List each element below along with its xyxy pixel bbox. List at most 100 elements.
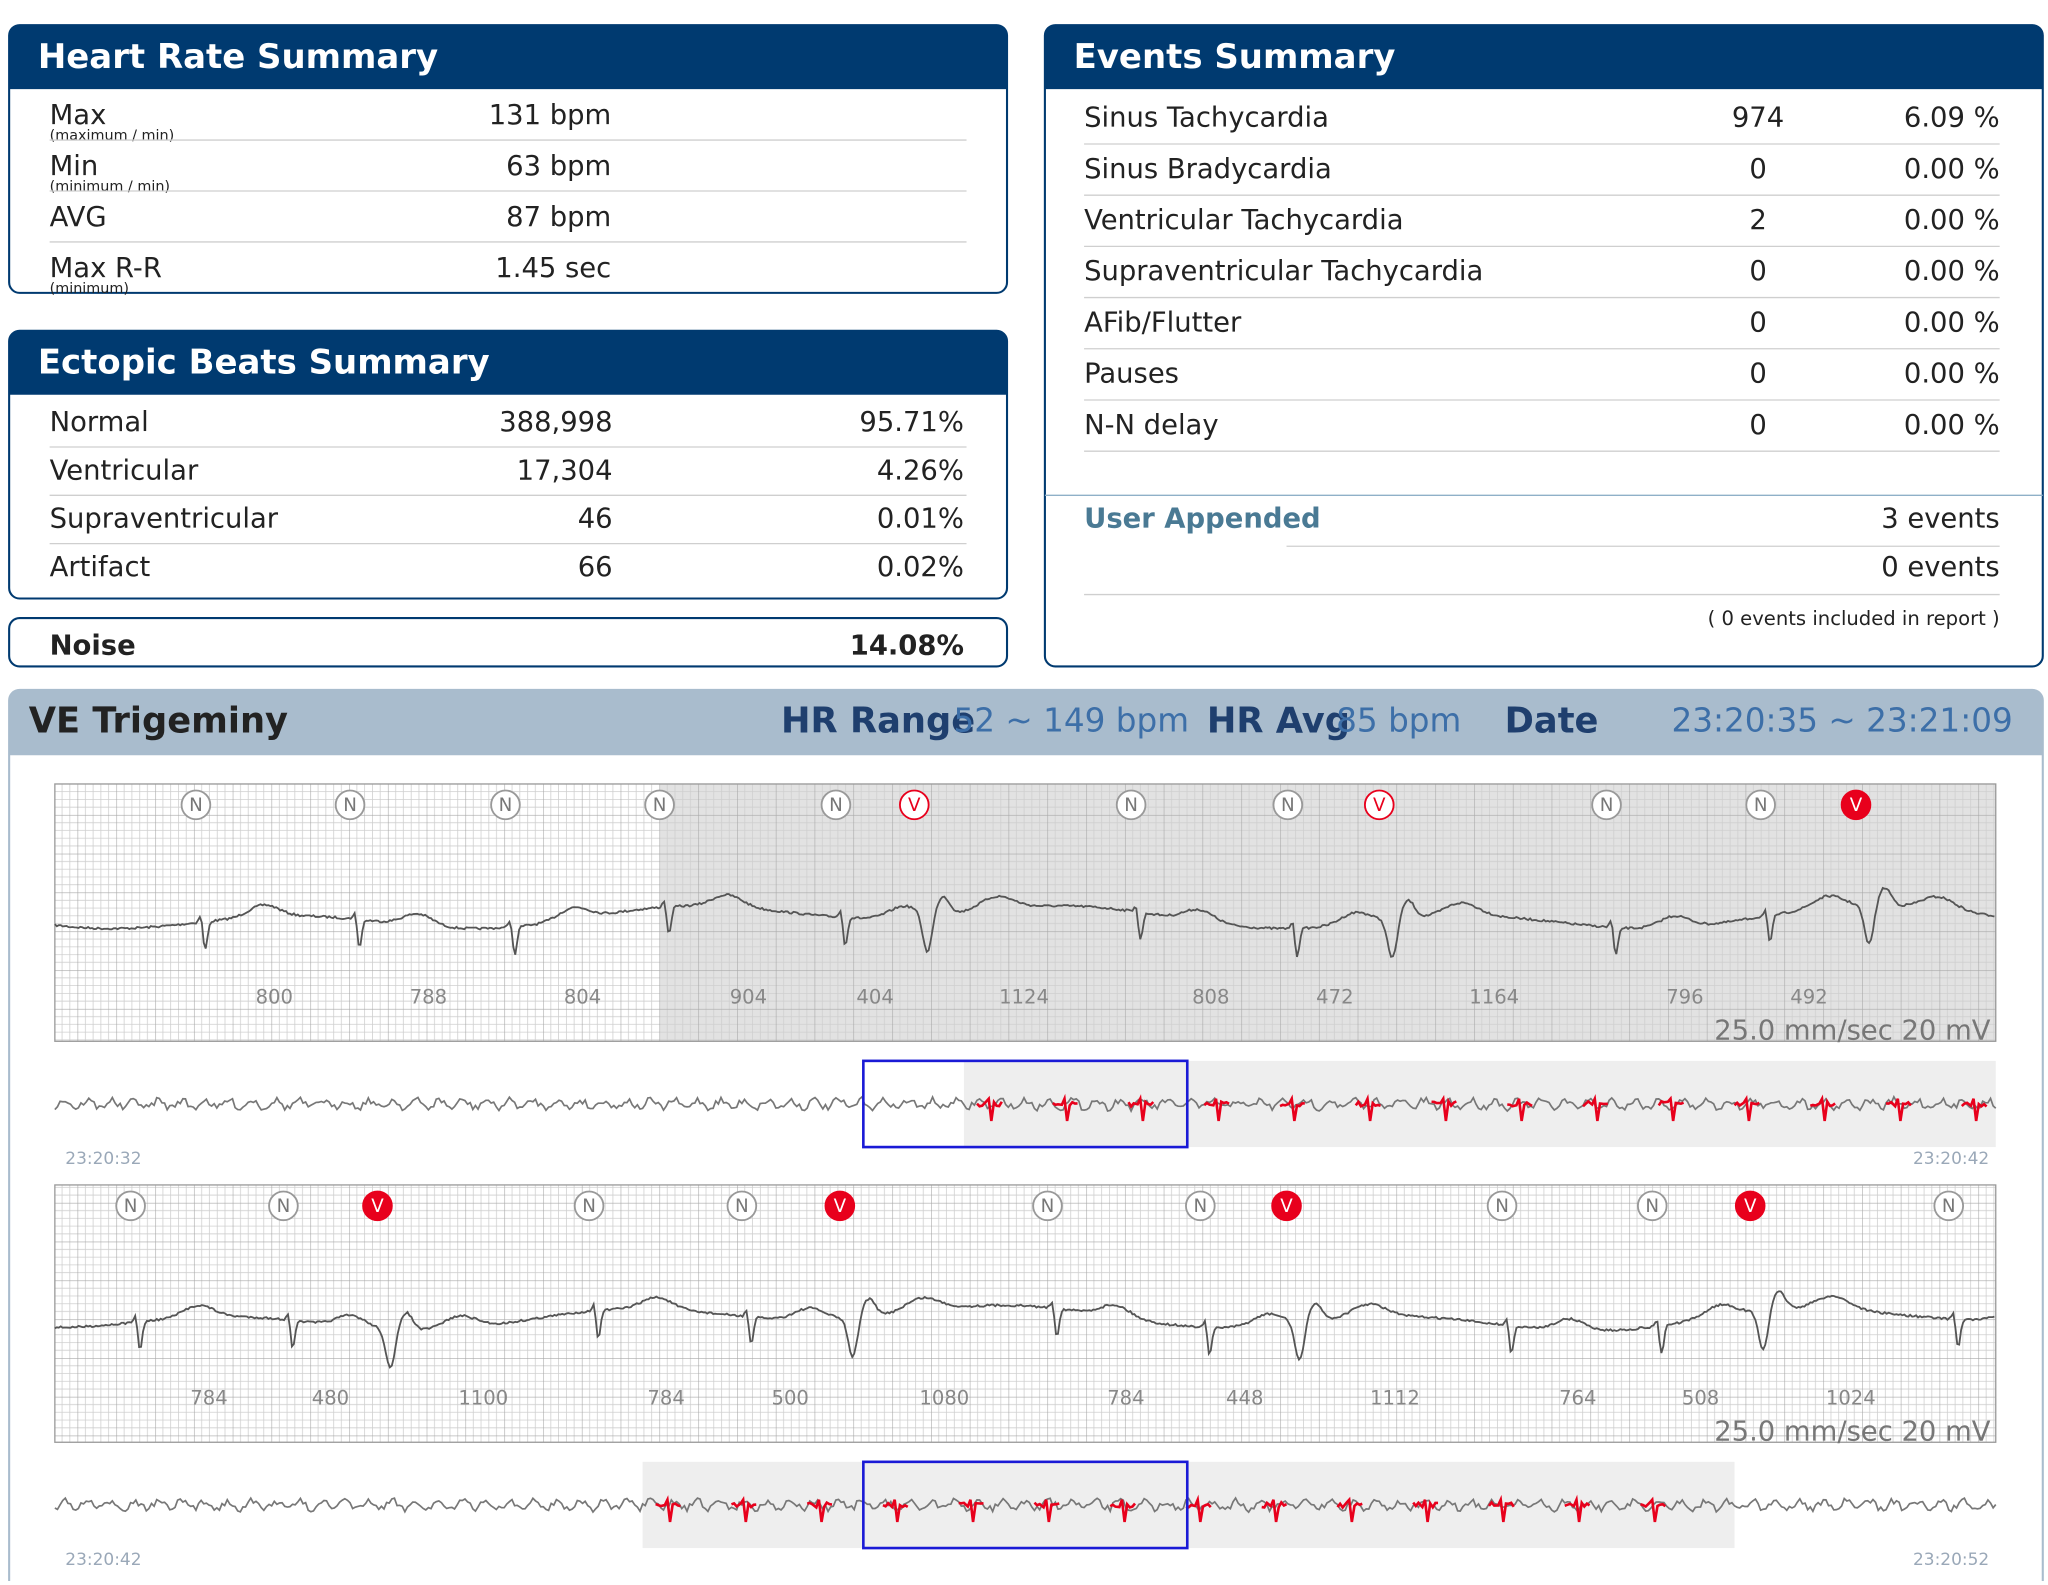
beat-label: N (1754, 795, 1768, 816)
panel-box (8, 617, 1009, 668)
mini-ectopic (1354, 1093, 1381, 1122)
hr-range-value: 52 ~ 149 bpm (953, 702, 1189, 740)
beat-label: N (1600, 795, 1614, 816)
beat-label: N (1942, 1196, 1956, 1217)
ecg-scale: 25.0 mm/sec 20 mV (1714, 1016, 1991, 1047)
beat-label: N (343, 795, 357, 816)
rr-interval: 784 (1107, 1387, 1144, 1410)
date-label: Date (1505, 701, 1599, 742)
row-label: Max R-R (50, 253, 162, 284)
mini-ectopic (1412, 1499, 1439, 1523)
hr-avg-value: 85 bpm (1336, 702, 1461, 740)
noise-label: Noise (50, 630, 136, 661)
beat-marker (644, 789, 675, 821)
hr-avg-label: HR Avg (1207, 701, 1350, 742)
rr-interval: 472 (1316, 986, 1353, 1009)
mini-window (862, 1460, 1189, 1550)
ecg-trace (54, 1290, 1995, 1369)
beat-marker (490, 789, 521, 821)
row-count: 2 (1749, 205, 1766, 236)
row-label: Normal (50, 407, 149, 438)
beat-marker (115, 1190, 146, 1222)
strip-title: VE Trigeminy (29, 701, 288, 742)
ecg-scale: 25.0 mm/sec 20 mV (1714, 1417, 1991, 1448)
beat-marker (1272, 789, 1304, 821)
mini-end-time: 23:20:52 (1913, 1550, 1989, 1570)
beat-label: V (1744, 1196, 1757, 1217)
mini-ectopic (976, 1095, 1003, 1122)
user-appended-value: 3 events (1881, 504, 1999, 535)
rr-interval: 492 (1790, 986, 1827, 1009)
row-label: Sinus Bradycardia (1084, 154, 1332, 185)
mini-ectopic (1657, 1095, 1685, 1122)
beat-label: N (1193, 1196, 1207, 1217)
mini-ectopic (882, 1499, 909, 1523)
beat-label: N (735, 1196, 749, 1217)
mini-ectopic (1109, 1499, 1137, 1523)
rr-interval: 1124 (999, 986, 1049, 1009)
row-count: 0 (1749, 256, 1766, 287)
row-label: AFib/Flutter (1084, 307, 1242, 338)
beat-marker (820, 789, 852, 821)
row-percent: 0.00 % (1904, 410, 2000, 441)
rr-interval: 796 (1666, 986, 1703, 1009)
beat-marker (726, 1190, 758, 1222)
beat-label: V (1850, 795, 1863, 816)
beat-marker (1840, 789, 1872, 821)
rr-interval: 784 (190, 1387, 227, 1410)
rr-interval: 500 (772, 1387, 809, 1410)
mini-ectopic (1582, 1093, 1608, 1122)
beat-label: V (1373, 795, 1386, 816)
beat-marker (1115, 789, 1147, 821)
beat-label: N (1495, 1196, 1509, 1217)
beat-label: N (1281, 795, 1295, 816)
mini-ectopic (1487, 1494, 1515, 1523)
mini-start-time: 23:20:32 (65, 1149, 141, 1169)
mini-ectopic (1203, 1098, 1230, 1122)
rr-interval: 904 (730, 986, 767, 1009)
row-value: 131 bpm (489, 100, 612, 131)
row-percent: 0.00 % (1904, 256, 2000, 287)
rr-interval: 448 (1226, 1387, 1263, 1410)
beat-label: N (1645, 1196, 1659, 1217)
row-count: 17,304 (517, 455, 613, 486)
panel-title: Events Summary (1074, 37, 1396, 77)
mini-ectopic (730, 1496, 757, 1523)
ecg-trace (54, 886, 1995, 958)
rr-interval: 788 (410, 986, 447, 1009)
date-value: 23:20:35 ~ 23:21:09 (1671, 702, 2012, 740)
beat-label: V (371, 1196, 384, 1217)
beat-marker (180, 789, 212, 821)
row-label: Max (50, 100, 107, 131)
row-count: 0 (1749, 307, 1766, 338)
beat-marker (824, 1190, 856, 1222)
mini-ectopic (958, 1499, 984, 1523)
row-percent: 6.09 % (1904, 103, 2000, 134)
rr-interval: 784 (647, 1387, 684, 1410)
beat-marker (1185, 1190, 1216, 1222)
beat-marker (1636, 1190, 1668, 1222)
beat-marker (1933, 1190, 1965, 1222)
rr-interval: 508 (1682, 1387, 1719, 1410)
row-percent: 0.00 % (1904, 359, 2000, 390)
beat-label: N (499, 795, 513, 816)
row-count: 66 (578, 552, 613, 583)
mini-ectopic (655, 1495, 681, 1523)
rr-interval: 480 (312, 1387, 349, 1410)
row-sublabel: (minimum / min) (50, 179, 170, 195)
row-value: 87 bpm (506, 202, 611, 233)
mini-ectopic (1127, 1094, 1155, 1122)
rr-interval: 808 (1192, 986, 1229, 1009)
row-label: Sinus Tachycardia (1084, 103, 1329, 134)
beat-marker (362, 1190, 393, 1222)
panel-header (9, 330, 1008, 395)
beat-label: V (834, 1196, 847, 1217)
rr-interval: 1080 (919, 1387, 969, 1410)
user-appended-note: ( 0 events included in report ) (1708, 607, 2000, 630)
row-percent: 0.00 % (1904, 307, 2000, 338)
row-label: Supraventricular Tachycardia (1084, 256, 1483, 287)
rr-interval: 1100 (458, 1387, 508, 1410)
row-label: Supraventricular (50, 504, 279, 535)
rr-interval: 804 (564, 986, 601, 1009)
noise-value: 14.08% (850, 630, 964, 661)
